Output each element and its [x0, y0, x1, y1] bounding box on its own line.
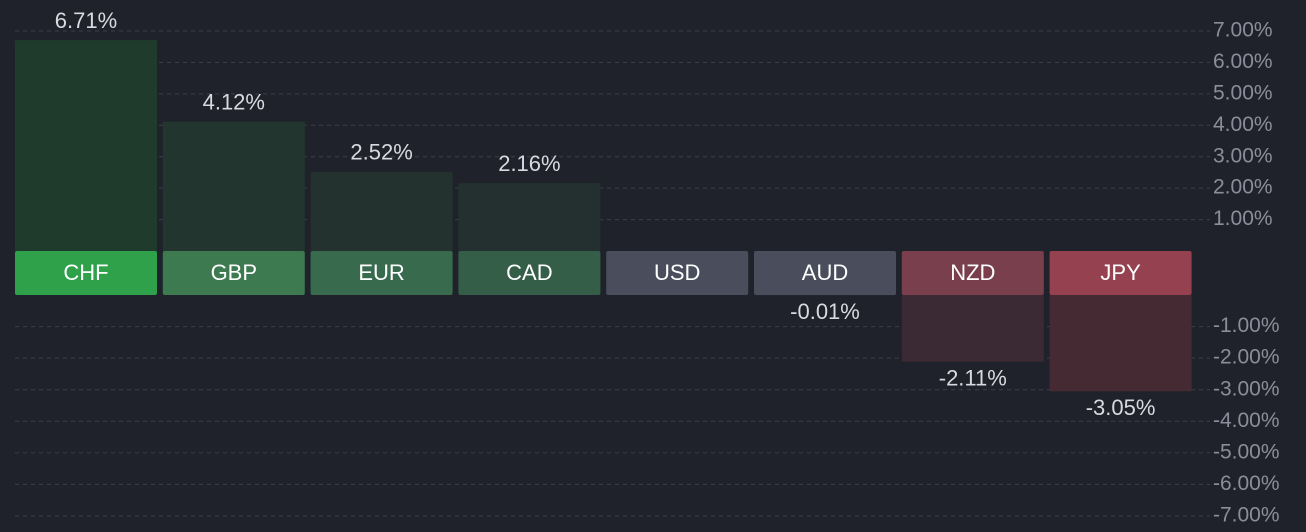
category-band [606, 251, 749, 295]
category-label: CHF [63, 260, 108, 285]
category-band [901, 251, 1044, 295]
y-tick-label: 6.00% [1213, 50, 1273, 73]
value-label: 2.16% [498, 151, 560, 176]
category-label: JPY [1100, 260, 1141, 285]
value-label: 2.52% [350, 140, 412, 165]
category-band [1049, 251, 1192, 295]
category-label: GBP [211, 260, 257, 285]
y-tick-label: -2.00% [1213, 346, 1280, 369]
value-label: 6.71% [55, 8, 117, 33]
bar [1049, 295, 1192, 392]
y-tick-label: 1.00% [1213, 207, 1273, 230]
category-band [162, 251, 305, 295]
bar [458, 183, 601, 251]
y-tick-label: -6.00% [1213, 472, 1280, 495]
category-band [458, 251, 601, 295]
category-band [15, 251, 157, 295]
bar [901, 295, 1044, 362]
value-label: -3.05% [1086, 395, 1156, 420]
y-tick-label: -4.00% [1213, 409, 1280, 432]
y-tick-label: -7.00% [1213, 504, 1280, 527]
y-tick-label: 7.00% [1213, 19, 1273, 42]
value-label: 4.12% [203, 89, 265, 114]
category-label: USD [654, 260, 700, 285]
category-label: EUR [358, 260, 404, 285]
category-label: NZD [950, 260, 995, 285]
y-tick-label: 4.00% [1213, 113, 1273, 136]
value-label: -2.11% [939, 365, 1007, 390]
category-label: AUD [802, 260, 848, 285]
y-tick-label: -1.00% [1213, 314, 1280, 337]
y-tick-label: 5.00% [1213, 81, 1273, 104]
category-band [754, 251, 896, 295]
category-band [310, 251, 453, 295]
bar [162, 121, 305, 251]
bar [310, 171, 453, 251]
y-tick-label: 2.00% [1213, 176, 1273, 199]
category-label: CAD [506, 260, 552, 285]
value-label: -0.01% [790, 299, 860, 324]
y-tick-label: -3.00% [1213, 377, 1280, 400]
y-tick-label: -5.00% [1213, 440, 1280, 463]
bar [15, 40, 157, 251]
y-tick-label: 3.00% [1213, 144, 1273, 167]
